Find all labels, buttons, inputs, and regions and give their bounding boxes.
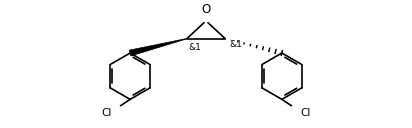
Text: Cl: Cl <box>101 108 111 118</box>
Text: O: O <box>201 3 211 16</box>
Text: Cl: Cl <box>301 108 311 118</box>
Polygon shape <box>129 39 187 56</box>
Text: &1: &1 <box>229 40 242 49</box>
Text: &1: &1 <box>189 43 202 52</box>
